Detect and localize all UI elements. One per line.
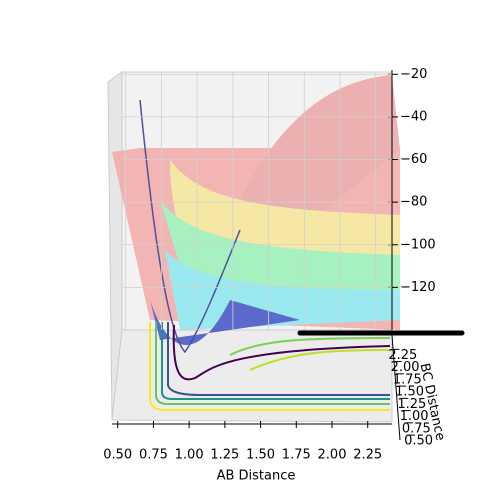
- y-tick-label: 1.25: [397, 397, 426, 412]
- x-axis-label: AB Distance: [217, 469, 296, 484]
- z-tick-label: −20: [400, 67, 427, 82]
- x-tick-label: 2.00: [318, 448, 347, 463]
- y-axis: [391, 334, 401, 441]
- contour: [167, 322, 390, 396]
- surface-well: [150, 300, 300, 345]
- y-tick-label: 1.00: [400, 409, 429, 424]
- surface-edge: [139, 99, 241, 354]
- x-tick-label: 1.75: [282, 448, 311, 463]
- x-tick-label: 1.00: [175, 448, 204, 463]
- y-tick-label: 0.50: [404, 434, 433, 449]
- x-tick-label: 0.75: [139, 448, 168, 463]
- y-tick-label: 1.75: [393, 372, 422, 387]
- contour: [155, 322, 390, 405]
- x-tick-label: 0.50: [103, 448, 132, 463]
- contour: [172, 324, 391, 381]
- z-tick-label: −120: [400, 280, 436, 295]
- surface-band: [165, 250, 400, 330]
- x-tick-label: 2.25: [353, 448, 382, 463]
- x-tick-label: 1.25: [210, 448, 239, 463]
- z-tick-label: −100: [400, 237, 436, 252]
- z-tick-label: −40: [400, 109, 427, 124]
- y-tick-label: 2.00: [391, 360, 420, 375]
- contour: [161, 322, 390, 400]
- z-tick-label: −60: [400, 152, 427, 167]
- contour: [229, 337, 391, 356]
- z-tick-label: −80: [400, 195, 427, 210]
- contour: [149, 322, 390, 411]
- contours: [149, 322, 391, 411]
- contour: [249, 349, 391, 371]
- y-tick-label: 1.50: [395, 385, 424, 400]
- x-tick-label: 1.50: [246, 448, 275, 463]
- y-tick-label: 0.75: [402, 421, 431, 436]
- y-tick-label: 2.25: [388, 348, 417, 363]
